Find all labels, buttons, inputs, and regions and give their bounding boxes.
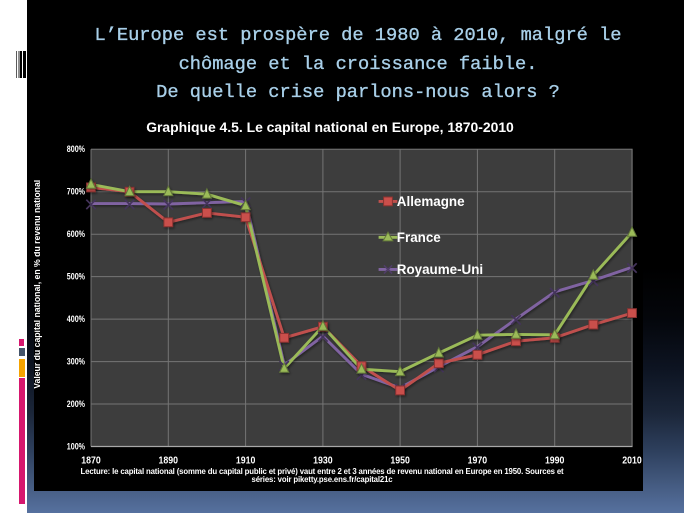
svg-text:Royaume-Uni: Royaume-Uni: [397, 262, 483, 277]
svg-text:300%: 300%: [67, 357, 85, 367]
svg-text:1890: 1890: [159, 456, 179, 467]
svg-text:1970: 1970: [468, 456, 488, 467]
svg-text:400%: 400%: [67, 314, 85, 324]
svg-text:Allemagne: Allemagne: [397, 194, 465, 209]
svg-text:600%: 600%: [67, 229, 85, 239]
svg-text:800%: 800%: [67, 144, 85, 154]
svg-text:1990: 1990: [545, 456, 565, 467]
svg-text:100%: 100%: [67, 442, 85, 452]
svg-text:2010: 2010: [622, 456, 642, 467]
svg-text:1910: 1910: [236, 456, 256, 467]
svg-text:500%: 500%: [67, 272, 85, 282]
svg-text:700%: 700%: [67, 187, 85, 197]
svg-text:Valeur du capital national, en: Valeur du capital national, en % du reve…: [34, 180, 43, 389]
svg-text:1950: 1950: [390, 456, 410, 467]
svg-text:1930: 1930: [313, 456, 333, 467]
svg-text:1870: 1870: [81, 456, 101, 467]
svg-text:France: France: [397, 230, 441, 245]
svg-text:200%: 200%: [67, 399, 85, 409]
